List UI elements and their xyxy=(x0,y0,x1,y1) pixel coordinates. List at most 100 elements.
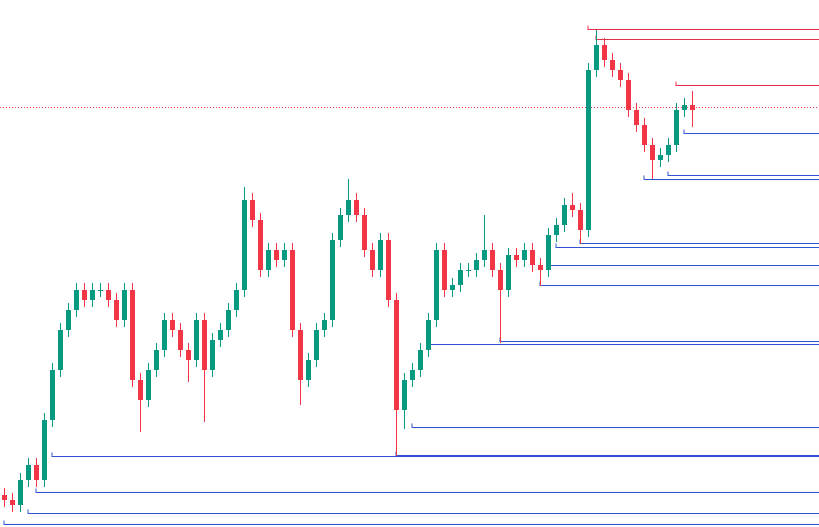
candle-body xyxy=(506,255,511,290)
candle-body xyxy=(482,250,487,260)
candle-body xyxy=(122,290,127,320)
candle-body xyxy=(202,320,207,370)
candle-body xyxy=(690,105,695,110)
candle-body xyxy=(514,255,519,260)
candle-body xyxy=(282,250,287,260)
candle-body xyxy=(642,125,647,145)
candle-body xyxy=(298,330,303,380)
candle-body xyxy=(170,320,175,330)
candle-body xyxy=(138,380,143,400)
candle-body xyxy=(682,105,687,110)
candle-body xyxy=(610,60,615,70)
candle-body xyxy=(186,350,191,360)
candle-body xyxy=(106,290,111,300)
candle-body xyxy=(618,70,623,80)
candle-body xyxy=(394,300,399,410)
candle-body xyxy=(66,310,71,330)
candle-body xyxy=(50,370,55,420)
candle-body xyxy=(658,155,663,160)
candle-body xyxy=(338,215,343,240)
candle-body xyxy=(362,215,367,250)
level-line xyxy=(587,25,819,30)
candle-body xyxy=(594,45,599,70)
candle-body xyxy=(378,240,383,270)
level-line xyxy=(27,509,819,514)
level-line xyxy=(51,452,819,457)
candle-body xyxy=(466,270,471,271)
candle-body xyxy=(490,250,495,270)
candle-body xyxy=(370,250,375,270)
level-line xyxy=(595,35,819,40)
level-line xyxy=(675,81,819,86)
candle-body xyxy=(450,285,455,290)
candle-body xyxy=(314,330,319,360)
candle-body xyxy=(346,200,351,215)
candle-body xyxy=(130,290,135,380)
candle-body xyxy=(218,330,223,340)
candle-body xyxy=(522,250,527,260)
candle-body xyxy=(354,200,359,215)
candle-body xyxy=(162,320,167,350)
candle-body xyxy=(602,45,607,60)
candle-body xyxy=(154,350,159,370)
candle-body xyxy=(98,290,103,291)
candle-body xyxy=(442,250,447,290)
candle-body xyxy=(674,110,679,145)
candle-body xyxy=(434,250,439,320)
level-line xyxy=(667,171,819,176)
candle-body xyxy=(250,200,255,220)
candle-body xyxy=(258,220,263,270)
candle-body xyxy=(82,290,87,300)
candle-body xyxy=(386,240,391,300)
level-line xyxy=(555,243,819,248)
candle-body xyxy=(586,70,591,230)
candle-body xyxy=(18,480,23,505)
level-line xyxy=(683,129,819,134)
candle-body xyxy=(34,465,39,480)
candle-body xyxy=(74,290,79,310)
candle-body xyxy=(578,210,583,230)
candle-body xyxy=(554,225,559,235)
candle-body xyxy=(10,500,15,505)
candle-body xyxy=(562,205,567,225)
candle-body xyxy=(530,250,535,265)
candle-body xyxy=(290,250,295,330)
level-line xyxy=(643,175,819,180)
candle-body xyxy=(650,145,655,160)
candle-body xyxy=(570,205,575,210)
candle-body xyxy=(410,370,415,380)
candle-body xyxy=(666,145,671,155)
candle-body xyxy=(266,250,271,270)
candle-body xyxy=(274,250,279,260)
candle-body xyxy=(426,320,431,350)
candle-body xyxy=(242,200,247,290)
candle-body xyxy=(58,330,63,370)
candle-body xyxy=(194,320,199,360)
level-line xyxy=(35,488,819,493)
level-line xyxy=(3,520,819,525)
level-line xyxy=(395,451,819,456)
candle-body xyxy=(210,340,215,370)
candle-body xyxy=(114,300,119,320)
candle-body xyxy=(626,80,631,110)
candle-body xyxy=(330,240,335,320)
candle-body xyxy=(90,290,95,300)
candle-body xyxy=(234,290,239,310)
level-line xyxy=(579,239,819,244)
candle-body xyxy=(458,270,463,285)
level-line xyxy=(539,281,819,286)
candle-body xyxy=(178,330,183,350)
candle-body xyxy=(306,360,311,380)
candle-body xyxy=(42,420,47,480)
candle-body xyxy=(538,265,543,270)
candle-body xyxy=(546,235,551,270)
candle-body xyxy=(498,270,503,290)
candle-body xyxy=(146,370,151,400)
level-line xyxy=(411,423,819,428)
candle-body xyxy=(2,495,7,500)
candle-body xyxy=(322,320,327,330)
candle-body xyxy=(226,310,231,330)
candle-body xyxy=(402,380,407,410)
